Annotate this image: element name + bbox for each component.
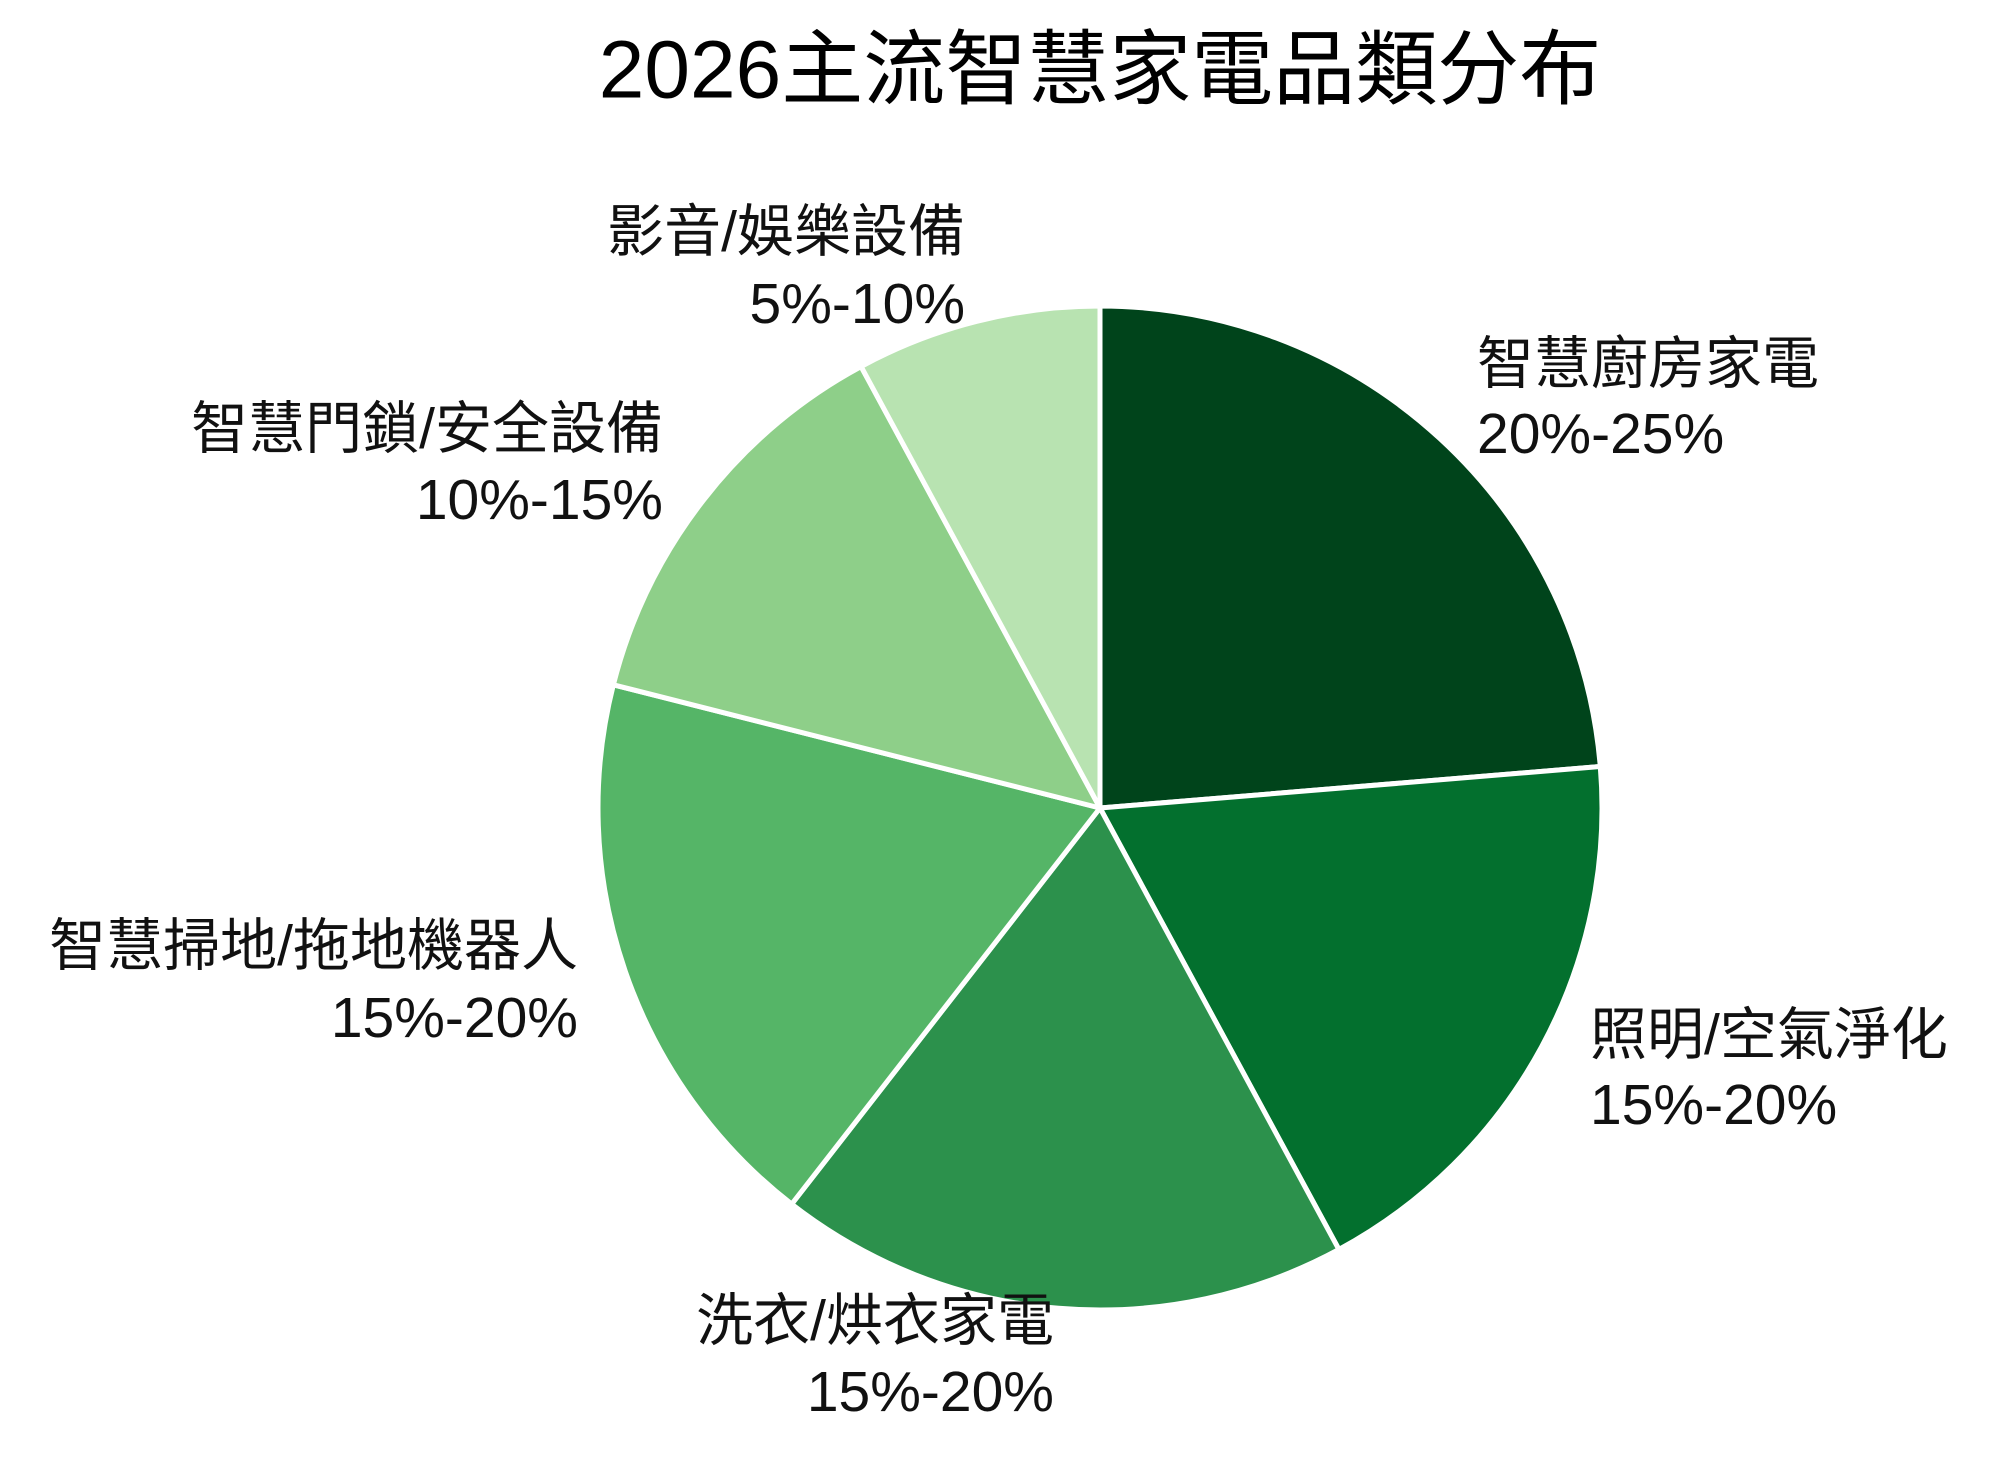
slice-smart-lock-security (610, 364, 1103, 811)
slice-range-smart-lock-security: 10%-15% (416, 468, 663, 532)
chart-title: 2026主流智慧家電品類分布 (599, 25, 1601, 116)
slice-audio-video-entertainment (858, 303, 1103, 811)
slice-range-audio-video-entertainment: 5%-10% (750, 272, 965, 336)
slice-label-smart-kitchen-appliances: 智慧廚房家電 (1477, 332, 1819, 396)
slice-range-lighting-air-purification: 15%-20% (1590, 1073, 1837, 1137)
slice-label-laundry-dryer-appliances: 洗衣/烘衣家電 (696, 1289, 1054, 1353)
slice-lighting-air-purification (1097, 764, 1605, 1252)
slice-label-robot-vacuum-mop: 智慧掃地/拖地機器人 (49, 914, 578, 978)
slice-range-robot-vacuum-mop: 15%-20% (331, 986, 578, 1050)
slice-laundry-dryer-appliances (789, 805, 1342, 1313)
slice-label-lighting-air-purification: 照明/空氣淨化 (1590, 1003, 1948, 1067)
slice-robot-vacuum-mop (595, 682, 1103, 1207)
pie-slices (595, 303, 1605, 1313)
slice-range-smart-kitchen-appliances: 20%-25% (1477, 402, 1724, 466)
slice-range-laundry-dryer-appliances: 15%-20% (807, 1360, 1054, 1424)
slice-label-smart-lock-security: 智慧門鎖/安全設備 (191, 397, 663, 461)
slice-label-audio-video-entertainment: 影音/娛樂設備 (607, 200, 965, 264)
slice-smart-kitchen-appliances (1097, 303, 1603, 811)
